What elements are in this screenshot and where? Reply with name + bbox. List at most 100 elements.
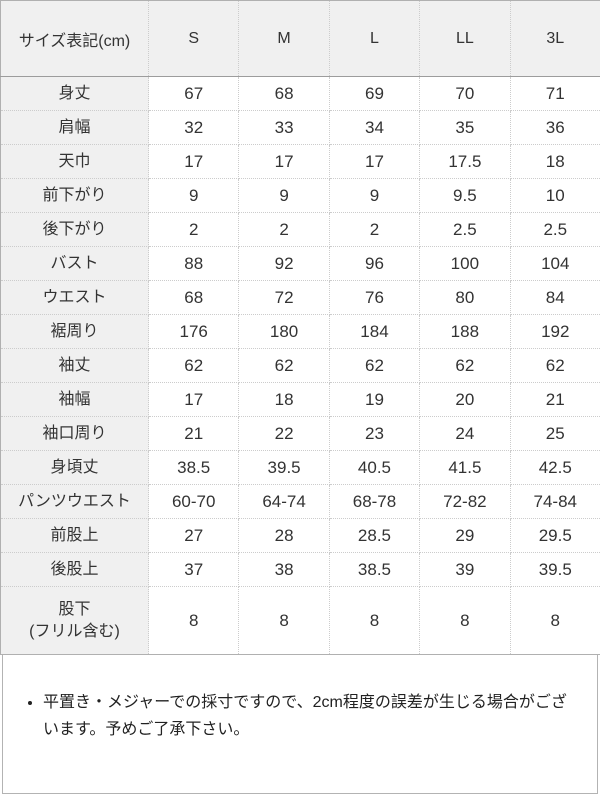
table-row: 身頃丈 38.5 39.5 40.5 41.5 42.5 [0,450,600,485]
size-value-cell: 34 [328,110,421,145]
size-value-cell: 184 [328,314,421,349]
row-label: 前下がり [0,178,149,213]
size-value-cell: 17 [147,382,240,417]
size-value-cell: 2 [238,212,330,247]
row-label: 股下 (フリル含む) [0,586,149,655]
size-value-cell: 38.5 [328,552,421,587]
size-value-cell: 71 [509,76,600,111]
size-value-cell: 39.5 [509,552,600,587]
size-value-cell: 62 [147,348,240,383]
size-value-cell: 62 [238,348,330,383]
size-value-cell: 23 [328,416,421,451]
size-value-cell: 17 [238,144,330,179]
row-label: 天巾 [0,144,149,179]
size-value-cell: 17 [147,144,240,179]
size-value-cell: 180 [238,314,330,349]
table-row: 肩幅 32 33 34 35 36 [0,110,600,145]
table-row: 身丈 67 68 69 70 71 [0,76,600,111]
size-value-cell: 9.5 [419,178,511,213]
size-value-cell: 35 [419,110,511,145]
table-row: パンツウエスト 60-70 64-74 68-78 72-82 74-84 [0,484,600,519]
size-value-cell: 88 [147,246,240,281]
size-value-cell: 18 [509,144,600,179]
size-value-cell: 17.5 [419,144,511,179]
size-value-cell: 104 [509,246,600,281]
row-label: 身頃丈 [0,450,149,485]
size-value-cell: 92 [238,246,330,281]
size-value-cell: 2.5 [419,212,511,247]
size-value-cell: 21 [147,416,240,451]
size-value-cell: 74-84 [509,484,600,519]
size-value-cell: 39.5 [238,450,330,485]
size-value-cell: 8 [328,586,421,655]
table-row: 後下がり 2 2 2 2.5 2.5 [0,212,600,247]
size-value-cell: 8 [147,586,240,655]
size-table-header-row: サイズ表記(cm) S M L LL 3L [0,0,600,77]
table-row: 天巾 17 17 17 17.5 18 [0,144,600,179]
size-column-header: S [147,0,240,77]
size-value-cell: 28 [238,518,330,553]
size-chart-table: サイズ表記(cm) S M L LL 3L 身丈 67 68 69 70 71 肩幅 32 33 34 35… [0,0,600,655]
table-row: 後股上 37 38 38.5 39 39.5 [0,552,600,587]
size-value-cell: 72-82 [419,484,511,519]
size-value-cell: 37 [147,552,240,587]
size-value-cell: 2.5 [509,212,600,247]
size-value-cell: 33 [238,110,330,145]
size-value-cell: 62 [328,348,421,383]
size-column-header: M [238,0,330,77]
size-value-cell: 24 [419,416,511,451]
row-label: 裾周り [0,314,149,349]
size-value-cell: 68 [238,76,330,111]
size-value-cell: 41.5 [419,450,511,485]
size-value-cell: 32 [147,110,240,145]
size-value-cell: 25 [509,416,600,451]
size-value-cell: 9 [238,178,330,213]
row-label: 肩幅 [0,110,149,145]
size-value-cell: 80 [419,280,511,315]
row-label: 後股上 [0,552,149,587]
size-value-cell: 8 [419,586,511,655]
size-value-cell: 38 [238,552,330,587]
note-list: 平置き・メジャーでの採寸ですので、2cm程度の誤差が生じる場合がございます。予め… [3,655,597,743]
size-value-cell: 72 [238,280,330,315]
table-row: 袖丈 62 62 62 62 62 [0,348,600,383]
size-value-cell: 68-78 [328,484,421,519]
size-value-cell: 28.5 [328,518,421,553]
size-column-header: L [328,0,421,77]
table-row: 裾周り 176 180 184 188 192 [0,314,600,349]
measurement-disclaimer-note: 平置き・メジャーでの採寸ですので、2cm程度の誤差が生じる場合がございます。予め… [43,689,575,743]
size-value-cell: 9 [328,178,421,213]
size-value-cell: 64-74 [238,484,330,519]
table-row: ウエスト 68 72 76 80 84 [0,280,600,315]
size-value-cell: 68 [147,280,240,315]
size-value-cell: 76 [328,280,421,315]
row-label: パンツウエスト [0,484,149,519]
size-value-cell: 62 [419,348,511,383]
size-value-cell: 176 [147,314,240,349]
size-value-cell: 96 [328,246,421,281]
table-row: 股下 (フリル含む) 8 8 8 8 8 [0,586,600,655]
row-label: 前股上 [0,518,149,553]
size-value-cell: 60-70 [147,484,240,519]
size-value-cell: 192 [509,314,600,349]
row-label: 後下がり [0,212,149,247]
row-label: 袖口周り [0,416,149,451]
size-value-cell: 67 [147,76,240,111]
table-row: 前股上 27 28 28.5 29 29.5 [0,518,600,553]
table-row: バスト 88 92 96 100 104 [0,246,600,281]
size-value-cell: 29 [419,518,511,553]
size-value-cell: 188 [419,314,511,349]
size-value-cell: 38.5 [147,450,240,485]
table-row: 前下がり 9 9 9 9.5 10 [0,178,600,213]
size-value-cell: 8 [238,586,330,655]
size-value-cell: 20 [419,382,511,417]
size-value-cell: 40.5 [328,450,421,485]
size-value-cell: 22 [238,416,330,451]
size-value-cell: 18 [238,382,330,417]
size-value-cell: 21 [509,382,600,417]
size-value-cell: 9 [147,178,240,213]
row-label: 袖幅 [0,382,149,417]
measurement-note-box: 平置き・メジャーでの採寸ですので、2cm程度の誤差が生じる場合がございます。予め… [2,655,598,794]
size-value-cell: 62 [509,348,600,383]
